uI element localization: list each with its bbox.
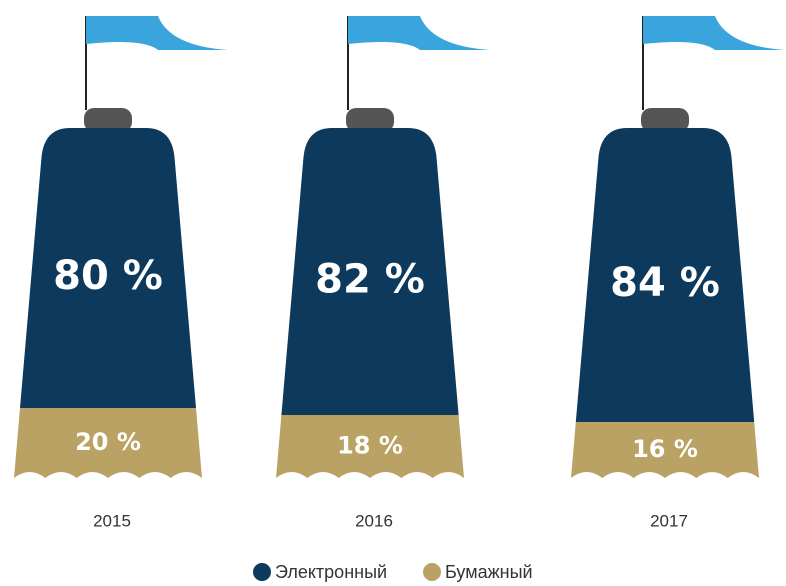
value-label: 16 %: [632, 435, 698, 463]
x-tick-label: 2015: [93, 511, 131, 530]
value-label: 20 %: [75, 428, 141, 456]
legend-marker: [423, 563, 441, 581]
tower-segment: [14, 408, 202, 478]
legend-label: Бумажный: [445, 562, 533, 582]
tower-cap: [641, 108, 689, 132]
value-label: 18 %: [337, 432, 403, 460]
flag: [643, 16, 785, 50]
value-label: 84 %: [610, 260, 720, 306]
value-label: 80 %: [53, 253, 163, 299]
legend-marker: [253, 563, 271, 581]
tower-cap: [346, 108, 394, 132]
tower-cap: [84, 108, 132, 132]
tower-segment: [276, 415, 464, 478]
tower-segment: [575, 128, 755, 422]
tower-segment: [281, 128, 459, 415]
legend-label: Электронный: [275, 562, 387, 582]
value-label: 82 %: [315, 257, 425, 303]
tower-segment: [571, 422, 759, 478]
flag: [86, 16, 228, 50]
flag: [348, 16, 490, 50]
x-tick-label: 2016: [355, 511, 393, 530]
tower-segment: [20, 128, 196, 408]
x-tick-label: 2017: [650, 511, 688, 530]
